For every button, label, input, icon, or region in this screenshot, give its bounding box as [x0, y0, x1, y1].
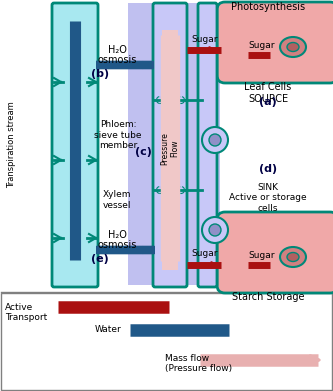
- Text: (a): (a): [259, 97, 277, 107]
- Text: Active
Transport: Active Transport: [5, 303, 47, 323]
- Text: H₂O: H₂O: [108, 230, 127, 240]
- Circle shape: [202, 127, 228, 153]
- Circle shape: [209, 134, 221, 146]
- Text: H₂O: H₂O: [108, 45, 127, 55]
- FancyBboxPatch shape: [198, 3, 217, 287]
- Text: Transpiration stream: Transpiration stream: [8, 102, 17, 188]
- Text: Sugar: Sugar: [192, 35, 218, 44]
- FancyBboxPatch shape: [162, 30, 178, 270]
- Text: Sugar: Sugar: [248, 41, 274, 50]
- Text: (e): (e): [91, 254, 109, 264]
- Text: osmosis: osmosis: [97, 55, 137, 65]
- Text: Water: Water: [95, 325, 122, 334]
- Text: Mass flow
(Pressure flow): Mass flow (Pressure flow): [165, 354, 232, 373]
- Text: osmosis: osmosis: [97, 240, 137, 250]
- Text: Xylem
vessel: Xylem vessel: [103, 190, 131, 210]
- Ellipse shape: [287, 43, 299, 52]
- Bar: [128, 3, 220, 285]
- Text: Starch Storage: Starch Storage: [232, 292, 304, 302]
- Ellipse shape: [280, 37, 306, 57]
- FancyBboxPatch shape: [217, 212, 333, 293]
- Text: (d): (d): [259, 164, 277, 174]
- Ellipse shape: [287, 253, 299, 262]
- Ellipse shape: [280, 247, 306, 267]
- Circle shape: [202, 217, 228, 243]
- Circle shape: [209, 224, 221, 236]
- Text: (b): (b): [91, 69, 109, 79]
- FancyBboxPatch shape: [217, 2, 333, 83]
- Text: Leaf Cells
SOURCE: Leaf Cells SOURCE: [244, 82, 292, 104]
- Text: Photosynthesis: Photosynthesis: [231, 2, 305, 12]
- FancyBboxPatch shape: [52, 3, 98, 287]
- Text: (c): (c): [135, 147, 152, 157]
- Text: Sugar: Sugar: [248, 251, 274, 260]
- Text: Pressure
Flow: Pressure Flow: [160, 132, 180, 165]
- Bar: [1, 293, 332, 390]
- Text: SINK
Active or storage
cells: SINK Active or storage cells: [229, 183, 307, 213]
- Text: Sugar: Sugar: [192, 249, 218, 258]
- FancyBboxPatch shape: [153, 3, 187, 287]
- Text: Phloem:
sieve tube
member: Phloem: sieve tube member: [94, 120, 142, 150]
